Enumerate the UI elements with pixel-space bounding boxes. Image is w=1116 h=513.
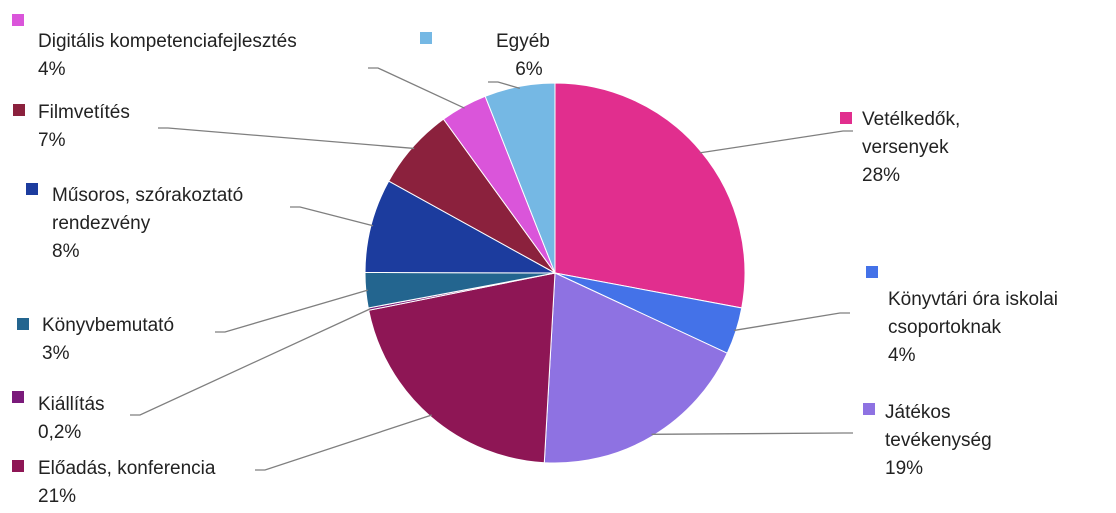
data-label-percent: 8% <box>52 241 80 262</box>
legend-swatch <box>420 32 432 44</box>
data-label: Kiállítás 0,2% <box>38 391 105 447</box>
data-label: Digitális kompetenciafejlesztés 4% <box>38 28 297 84</box>
data-label-name: Könyvtári óra iskolai <box>888 289 1059 310</box>
data-label-percent: 3% <box>42 343 70 364</box>
legend-swatch <box>12 391 24 403</box>
pie-slice <box>368 272 556 464</box>
data-label-percent: 21% <box>38 486 77 507</box>
data-label-percent: 7% <box>38 130 66 151</box>
leader-line <box>255 414 432 471</box>
data-label: Vetélkedők, versenyek 28% <box>862 106 960 190</box>
pie-slice <box>543 272 728 464</box>
data-label-name: versenyek <box>862 137 949 158</box>
data-label: Könyvbemutató 3% <box>42 312 174 368</box>
data-label: Játékos tevékenység 19% <box>885 399 992 483</box>
data-label-name: Kiállítás <box>38 394 105 415</box>
data-label-percent: 4% <box>38 59 66 80</box>
data-label-name: Könyvbemutató <box>42 315 175 336</box>
leader-line <box>290 206 374 227</box>
data-label: Filmvetítés 7% <box>38 99 130 155</box>
data-label: Könyvtári óra iskolai csoportoknak 4% <box>888 286 1058 370</box>
leader-line <box>130 308 371 416</box>
legend-swatch <box>13 104 25 116</box>
data-label-percent: 6% <box>515 59 543 80</box>
leader-line <box>699 130 853 154</box>
data-label-percent: 19% <box>885 458 924 479</box>
legend-swatch <box>840 112 852 124</box>
leader-line <box>651 432 853 435</box>
data-label-name: Műsoros, szórakoztató <box>52 185 244 206</box>
leader-line <box>368 67 465 109</box>
data-label-name: Vetélkedők, <box>862 109 961 130</box>
legend-swatch <box>863 403 875 415</box>
data-label-name: Előadás, konferencia <box>38 458 216 479</box>
data-label-percent: 4% <box>888 345 916 366</box>
data-label-percent: 0,2% <box>38 422 82 443</box>
leader-line <box>488 81 521 89</box>
legend-swatch <box>17 318 29 330</box>
legend-swatch <box>12 460 24 472</box>
pie-slice <box>484 82 556 274</box>
data-label-name: Digitális kompetenciafejlesztés <box>38 31 297 52</box>
legend-swatch <box>26 183 38 195</box>
leader-line <box>158 127 415 150</box>
legend-swatch <box>12 14 24 26</box>
data-label-name: Egyéb <box>496 31 550 52</box>
data-label: Előadás, konferencia 21% <box>38 455 215 511</box>
data-label-name: csoportoknak <box>888 317 1002 338</box>
data-label: Egyéb 6% <box>496 28 550 84</box>
pie-slice <box>554 82 746 309</box>
legend-swatch <box>866 266 878 278</box>
leader-line <box>215 289 368 333</box>
data-label-name: tevékenység <box>885 430 992 451</box>
data-label-name: Játékos <box>885 402 951 423</box>
data-label-name: rendezvény <box>52 213 151 234</box>
leader-line <box>733 312 850 332</box>
data-label: Műsoros, szórakoztató rendezvény 8% <box>52 182 243 266</box>
data-label-name: Filmvetítés <box>38 102 130 123</box>
data-label-percent: 28% <box>862 165 901 186</box>
